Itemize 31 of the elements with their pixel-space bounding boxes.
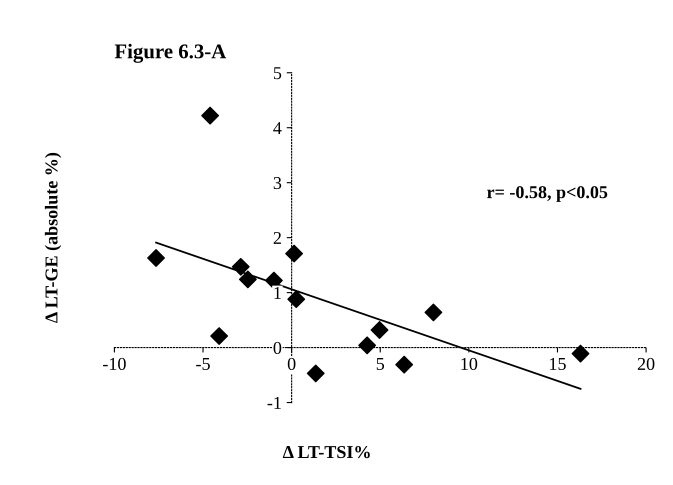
- point: [358, 336, 376, 354]
- y-tick-label: 2: [274, 232, 281, 244]
- annotation: r= -0.58, p<0.05: [487, 186, 608, 202]
- point: [424, 303, 442, 322]
- point: [306, 364, 325, 382]
- y-tick-label: -1: [268, 396, 281, 409]
- point: [201, 106, 220, 125]
- y-tick-label: 0: [274, 342, 282, 354]
- x-tick-label: 20: [638, 358, 654, 370]
- point: [395, 356, 414, 374]
- point: [287, 290, 306, 308]
- y-tick-label: 1: [274, 286, 281, 299]
- point: [572, 344, 590, 363]
- x-tick-label: -5: [196, 358, 210, 370]
- y-tick-label: 3: [274, 176, 282, 190]
- point: [285, 244, 304, 262]
- x-tick-label: 10: [461, 358, 478, 370]
- point: [210, 327, 228, 345]
- x-tick-label: -10: [103, 358, 126, 370]
- point: [238, 270, 257, 288]
- chart-title: Figure 6.3-A: [114, 44, 226, 63]
- y-axis-title: Δ LT-GE (absolute %): [44, 152, 62, 323]
- point: [370, 321, 388, 339]
- point: [147, 249, 165, 267]
- x-tick-label: 5: [376, 358, 384, 370]
- y-tick-label: 5: [274, 67, 282, 80]
- point: [232, 258, 250, 276]
- y-tick-label: 4: [273, 122, 282, 134]
- x-axis-title: Δ LT-TSI%: [282, 446, 370, 458]
- x-tick-label: 15: [550, 358, 566, 370]
- x-tick-label: 0: [288, 358, 296, 370]
